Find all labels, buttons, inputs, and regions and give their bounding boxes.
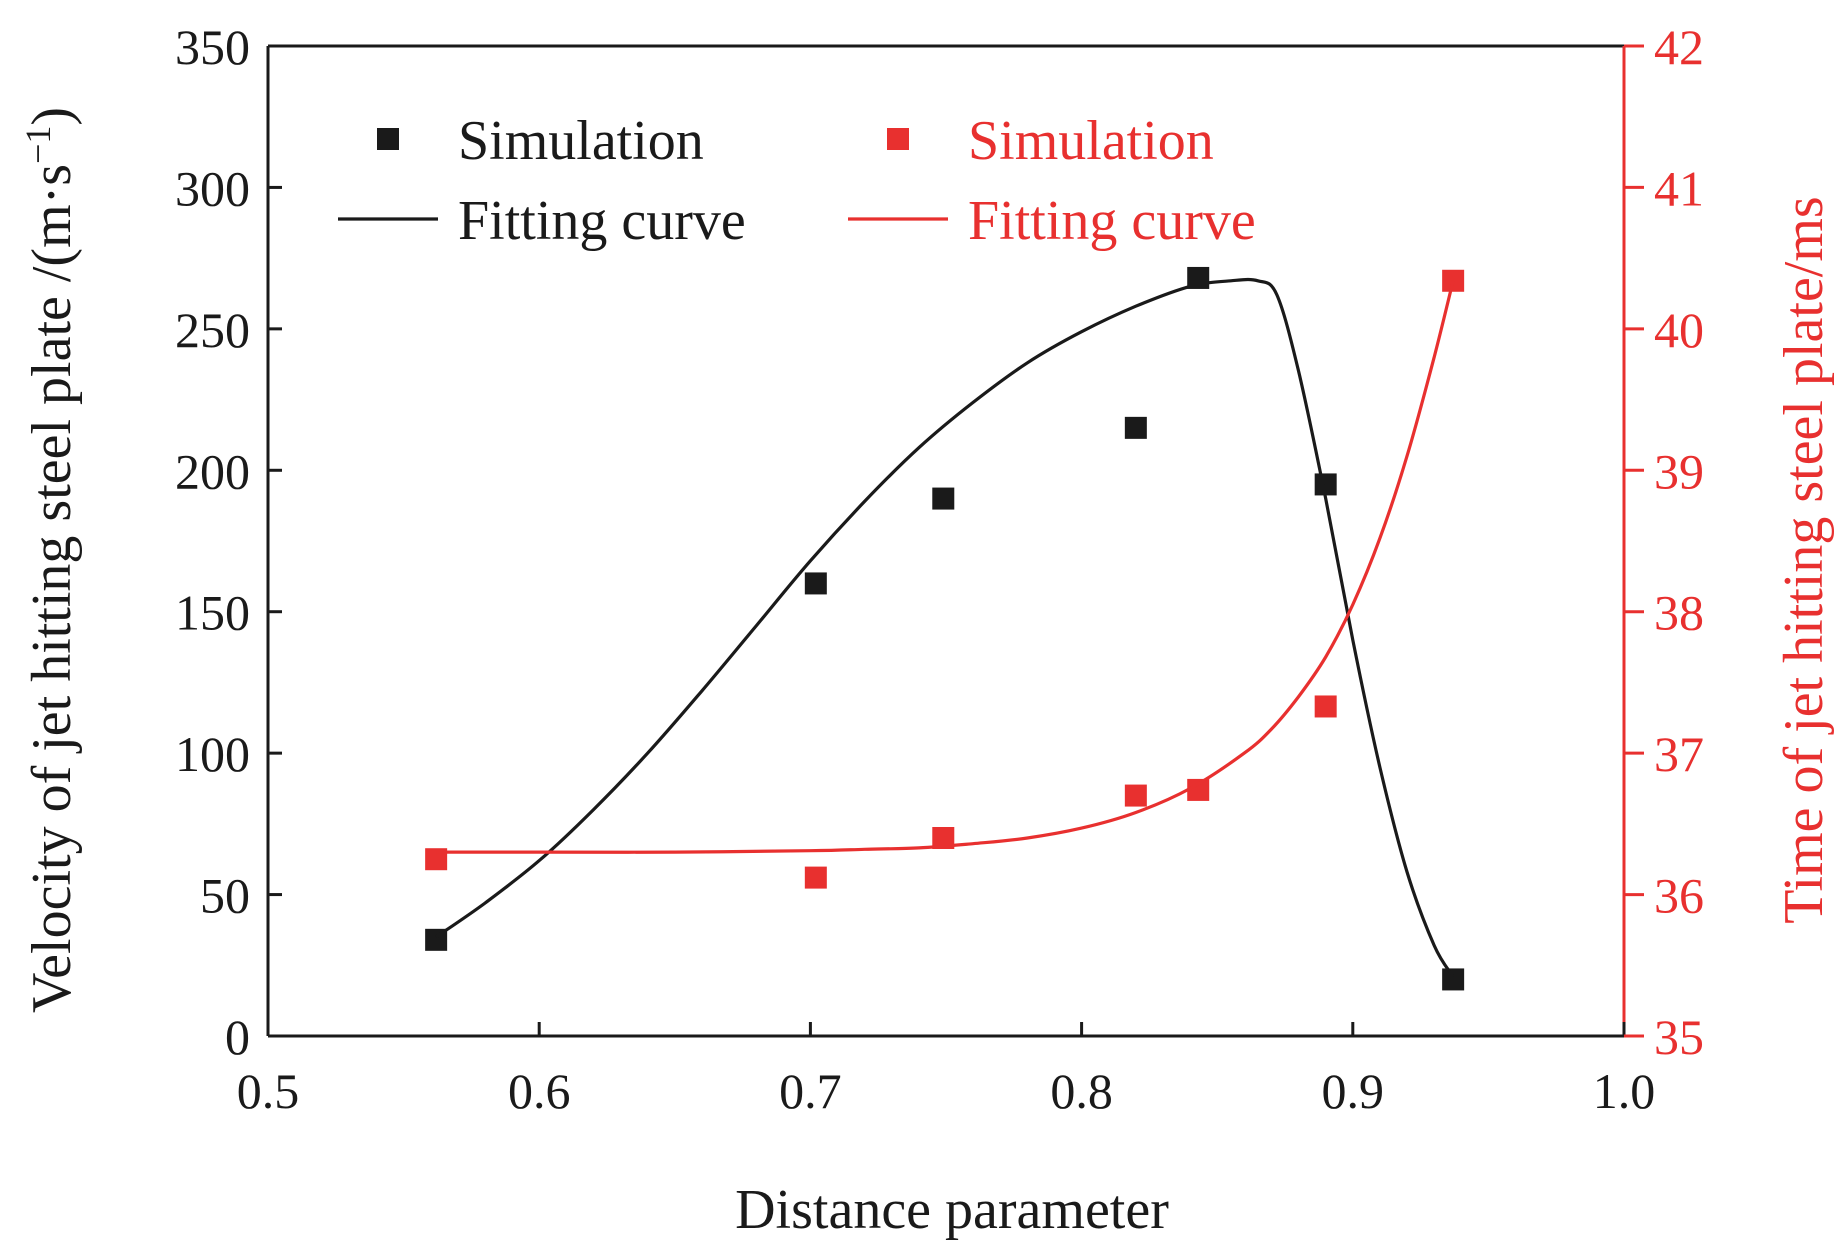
y-tick-label: 250 bbox=[175, 302, 250, 358]
legend-right-label: Fitting curve bbox=[968, 190, 1256, 252]
series-layer bbox=[425, 266, 1465, 991]
y-axis-left-title-close: ) bbox=[21, 107, 83, 126]
time-fitting-curve bbox=[436, 280, 1455, 854]
plot-frame bbox=[266, 44, 1626, 1038]
y-tick-label: 350 bbox=[175, 19, 250, 75]
y-tick-label: 0 bbox=[225, 1009, 250, 1065]
legend-right-label: Simulation bbox=[968, 110, 1214, 172]
legend-right-marker-square bbox=[887, 128, 909, 150]
y-tick-label: 100 bbox=[175, 726, 250, 782]
x-axis: 0.5 0.6 0.7 0.8 0.9 1.0 bbox=[237, 1022, 1656, 1119]
x-tick-label: 0.9 bbox=[1322, 1063, 1385, 1119]
legend-left-label: Simulation bbox=[458, 110, 704, 172]
y2-tick-label: 40 bbox=[1654, 302, 1704, 358]
velocity-fitting-curve bbox=[435, 277, 1455, 978]
time-simulation-point bbox=[1187, 778, 1210, 801]
y-axis-left-title: Velocity of jet hitting steel plate /(m·… bbox=[18, 107, 83, 1013]
time-simulation-point bbox=[425, 848, 448, 871]
x-tick-label: 0.8 bbox=[1050, 1063, 1113, 1119]
legend: Simulation Fitting curve Simulation Fitting… bbox=[338, 110, 1256, 252]
y2-tick-label: 38 bbox=[1654, 585, 1704, 641]
x-axis-title: Distance parameter bbox=[735, 1179, 1169, 1241]
y-tick-label: 200 bbox=[175, 443, 250, 499]
velocity-simulation-point bbox=[1442, 968, 1465, 991]
time-simulation-point bbox=[1124, 784, 1147, 807]
y-tick-label: 150 bbox=[175, 585, 250, 641]
time-simulation-point bbox=[932, 827, 955, 849]
y-axis-left-title-main: Velocity of jet hitting steel plate /(m·… bbox=[21, 164, 83, 1013]
velocity-simulation-point bbox=[1124, 416, 1147, 439]
x-tick-label: 1.0 bbox=[1593, 1063, 1656, 1119]
y-tick-label: 300 bbox=[175, 160, 250, 216]
velocity-simulation-point bbox=[804, 572, 827, 595]
velocity-simulation-point bbox=[932, 487, 955, 510]
y2-tick-label: 39 bbox=[1654, 443, 1704, 499]
x-tick-label: 0.5 bbox=[237, 1063, 300, 1119]
time-simulation-point bbox=[1314, 695, 1337, 718]
y2-tick-label: 35 bbox=[1654, 1009, 1704, 1065]
time-simulation-point bbox=[804, 866, 827, 889]
y2-tick-label: 36 bbox=[1654, 868, 1704, 924]
y-tick-label: 50 bbox=[200, 868, 250, 924]
y-axis-left: 0 50 100 150 200 250 300 350 bbox=[175, 19, 282, 1065]
y2-tick-label: 42 bbox=[1654, 19, 1704, 75]
y2-tick-label: 37 bbox=[1654, 726, 1704, 782]
y2-tick-label: 41 bbox=[1654, 160, 1704, 216]
y-axis-left-title-unit-exponent: −1 bbox=[18, 126, 58, 164]
legend-left-marker-square bbox=[377, 128, 399, 150]
x-tick-label: 0.7 bbox=[779, 1063, 842, 1119]
y-axis-right-title: Time of jet hitting steel plate/ms bbox=[1773, 196, 1835, 923]
time-simulation-point bbox=[1442, 269, 1465, 292]
y-axis-right: 35 36 37 38 39 40 41 42 bbox=[1624, 19, 1704, 1065]
legend-left-label: Fitting curve bbox=[458, 190, 746, 252]
x-tick-label: 0.6 bbox=[508, 1063, 571, 1119]
